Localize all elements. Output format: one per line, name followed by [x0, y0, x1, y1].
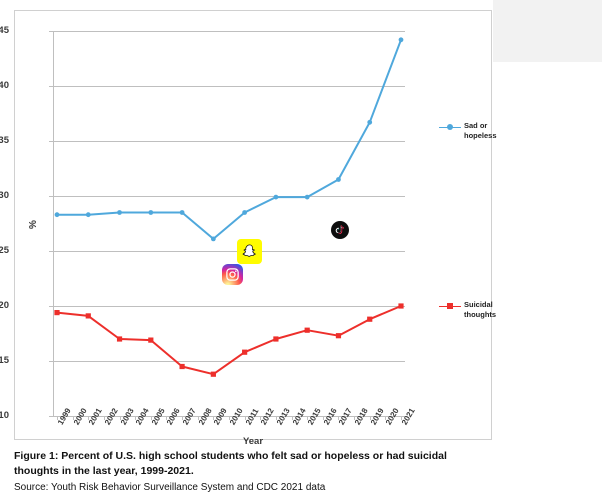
x-tick-mark-2021 — [401, 416, 402, 420]
data-point-2019 — [367, 119, 373, 125]
y-axis-line — [53, 31, 54, 416]
x-tick-mark-2015 — [307, 416, 309, 420]
x-tick-mark-2007 — [182, 416, 184, 420]
data-point-2021 — [398, 303, 404, 309]
legend-label-suicidal-line2: thoughts — [464, 309, 497, 319]
figure-caption: Figure 1: Percent of U.S. high school st… — [14, 449, 484, 495]
x-tick-mark-2004 — [135, 416, 137, 420]
data-point-2021 — [398, 37, 404, 43]
x-tick-mark-2005 — [150, 416, 152, 420]
data-point-1999 — [54, 212, 60, 218]
y-tick-mark-40 — [49, 86, 53, 87]
x-tick-mark-2013 — [275, 416, 277, 420]
data-point-2017 — [336, 177, 341, 182]
data-point-2005 — [148, 337, 154, 343]
data-point-2015 — [304, 194, 310, 200]
x-tick-mark-2006 — [166, 416, 168, 420]
y-tick-mark-30 — [49, 196, 53, 197]
series-line-sad-or-hopeless — [57, 39, 402, 240]
y-tick-label-35: 35 — [0, 135, 9, 146]
gridline-45 — [53, 31, 405, 32]
tiktok-icon — [331, 221, 349, 239]
logo-band: THE DC ACADEMY DIGITAL CITIZEN — [493, 0, 602, 62]
plot-area: 10 15 20 25 30 35 40 45 1999 2000 2001 2002 2003 200… — [0, 25, 417, 427]
x-tick-mark-2018 — [354, 416, 356, 420]
x-tick-mark-2011 — [244, 416, 246, 420]
caption-figure-text: Figure 1: Percent of U.S. high school st… — [14, 450, 447, 477]
x-tick-mark-2014 — [291, 416, 293, 420]
y-tick-mark-25 — [49, 251, 53, 252]
data-point-2013 — [273, 336, 279, 342]
data-point-2007 — [179, 363, 185, 370]
legend-item-suicidal-thoughts[interactable]: Suicidal thoughts — [439, 300, 496, 319]
x-tick-mark-2017 — [338, 416, 340, 420]
y-tick-mark-20 — [49, 306, 53, 307]
gridline-30 — [53, 196, 405, 197]
x-tick-mark-2019 — [369, 416, 371, 420]
data-point-2013 — [273, 194, 279, 200]
x-tick-mark-2003 — [119, 416, 121, 420]
legend-label-sad: Sad or hopeless — [464, 121, 497, 140]
y-tick-mark-10 — [49, 416, 53, 417]
y-tick-label-40: 40 — [0, 80, 9, 91]
legend-label-sad-line2: hopeless — [464, 130, 497, 140]
gridline-15 — [53, 361, 405, 362]
data-point-1999 — [54, 310, 60, 316]
data-point-2001 — [85, 212, 91, 218]
x-tick-mark-2010 — [229, 416, 230, 420]
x-tick-mark-2002 — [103, 416, 105, 420]
legend-label-suicidal-line1: Suicidal — [464, 300, 493, 309]
legend-swatch-red-icon — [439, 301, 461, 311]
x-tick-mark-1999 — [57, 416, 58, 420]
chart-container: 10 15 20 25 30 35 40 45 1999 2000 2001 2002 2003 200… — [0, 10, 497, 447]
y-tick-mark-15 — [49, 361, 53, 362]
y-tick-label-15: 15 — [0, 355, 9, 366]
data-point-2007 — [179, 210, 185, 215]
legend-item-sad-or-hopeless[interactable]: Sad or hopeless — [439, 121, 497, 140]
x-tick-mark-2012 — [260, 416, 262, 420]
series-layer — [54, 37, 404, 377]
legend-label-sad-line1: Sad or — [464, 121, 488, 130]
data-point-2011 — [242, 349, 248, 355]
data-point-2015 — [304, 327, 310, 333]
data-point-2003 — [117, 210, 122, 215]
y-axis-label: % — [27, 220, 39, 229]
data-point-2011 — [242, 210, 248, 215]
y-tick-mark-45 — [49, 31, 53, 32]
x-tick-mark-2000 — [72, 416, 74, 420]
data-point-2019 — [367, 316, 373, 322]
snapchat-icon — [237, 239, 262, 264]
y-tick-label-10: 10 — [0, 410, 9, 421]
data-point-2017 — [335, 333, 342, 339]
data-point-2009 — [210, 371, 216, 377]
gridline-25 — [53, 251, 405, 252]
gridline-35 — [53, 141, 405, 142]
caption-source-text: Source: Youth Risk Behavior Surveillance… — [14, 482, 326, 493]
instagram-icon — [222, 264, 243, 285]
legend-swatch-blue-icon — [439, 122, 461, 132]
x-tick-mark-2008 — [197, 416, 199, 420]
gridline-20 — [53, 306, 405, 307]
y-tick-label-30: 30 — [0, 190, 9, 201]
gridline-40 — [53, 86, 405, 87]
data-point-2001 — [85, 313, 91, 319]
x-tick-mark-2020 — [385, 416, 387, 420]
data-point-2009 — [210, 236, 216, 242]
y-tick-label-20: 20 — [0, 300, 9, 311]
series-line-suicidal-thoughts — [56, 305, 402, 376]
x-tick-mark-2001 — [88, 416, 90, 420]
data-point-2005 — [148, 210, 154, 215]
y-tick-mark-35 — [49, 141, 53, 142]
x-axis-label: Year — [242, 436, 264, 447]
y-tick-label-45: 45 — [0, 25, 9, 36]
y-tick-label-25: 25 — [0, 245, 9, 256]
x-tick-mark-2009 — [213, 416, 215, 420]
data-point-2003 — [116, 336, 123, 342]
x-tick-mark-2016 — [322, 416, 324, 420]
legend-label-suicidal: Suicidal thoughts — [464, 300, 496, 319]
